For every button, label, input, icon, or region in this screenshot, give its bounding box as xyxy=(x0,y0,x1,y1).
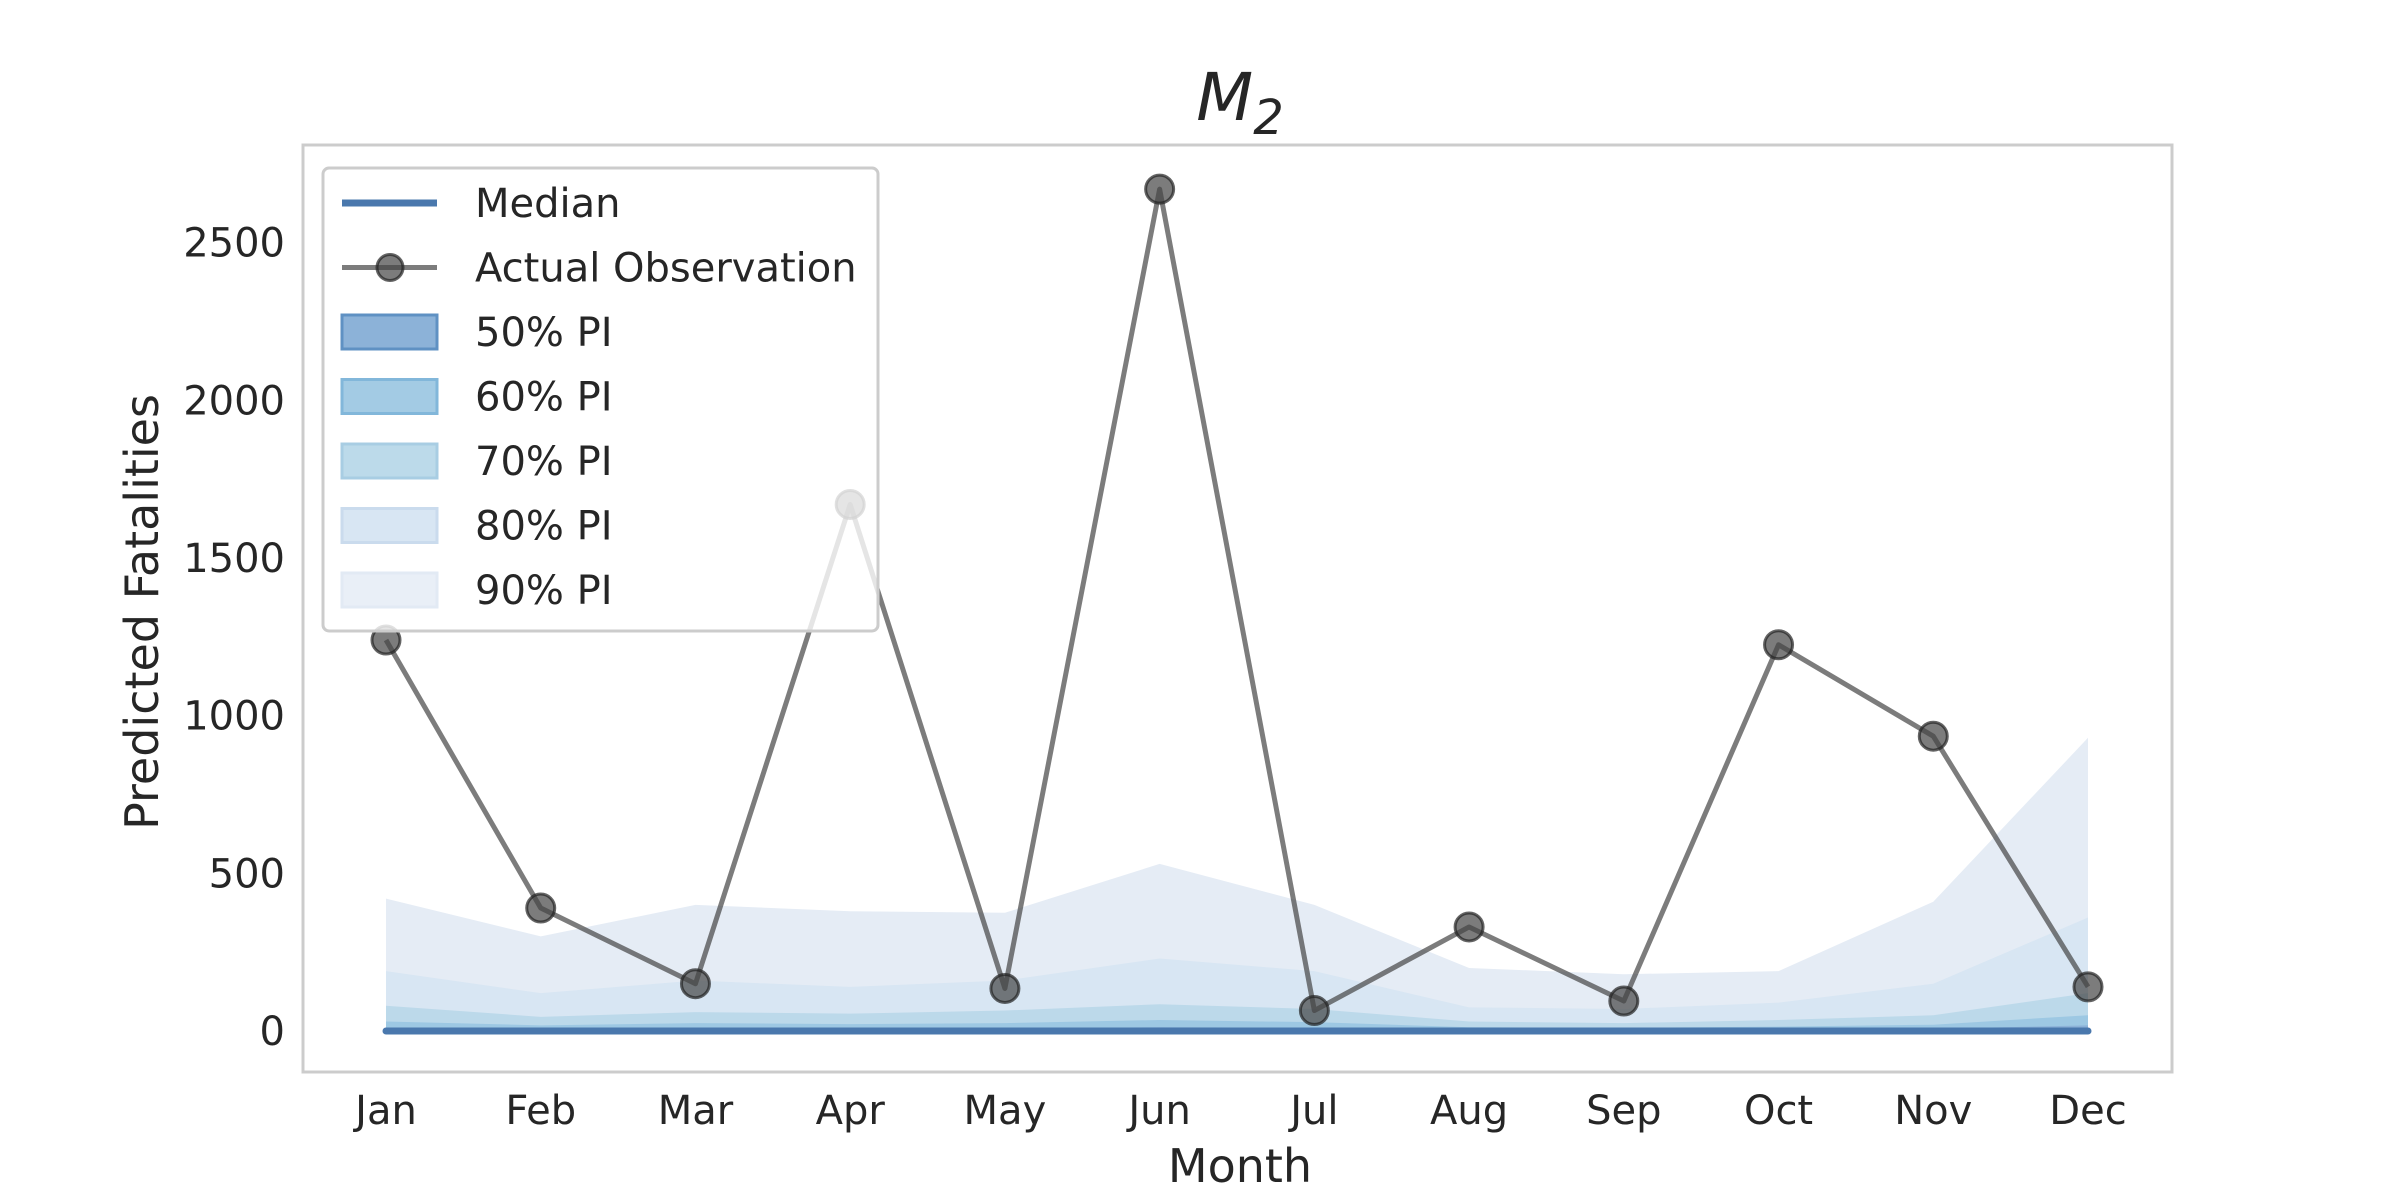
observation-point-feb xyxy=(525,892,557,924)
legend-swatch-50-pi xyxy=(340,313,439,351)
x-tick-label-jun: Jun xyxy=(1125,1088,1191,1134)
interval-band-60-pi xyxy=(386,1015,2088,1032)
chart-title-subscript: 2 xyxy=(1253,90,1284,146)
interval-band-90-pi xyxy=(386,737,2088,1032)
legend-label-60-pi: 60% PI xyxy=(475,375,613,421)
y-tick-label-2000: 2000 xyxy=(183,378,285,424)
x-tick-label-jul: Jul xyxy=(1287,1088,1338,1134)
legend-label-50-pi: 50% PI xyxy=(475,310,613,356)
observation-point-oct xyxy=(1763,629,1795,661)
y-tick-label-500: 500 xyxy=(209,851,285,897)
observation-point-dec xyxy=(2072,971,2104,1003)
interval-band-80-pi xyxy=(386,917,2088,1032)
y-tick-label-0: 0 xyxy=(260,1009,285,1055)
legend-label-median: Median xyxy=(475,181,621,227)
observation-point-sep xyxy=(1608,985,1640,1017)
legend-swatch-70-pi xyxy=(340,442,439,480)
y-tick-label-1500: 1500 xyxy=(183,536,285,582)
observation-line xyxy=(383,186,2091,1014)
observation-point-may xyxy=(989,972,1021,1004)
legend-swatch-60-pi xyxy=(340,378,439,415)
x-tick-label-aug: Aug xyxy=(1430,1088,1508,1134)
x-tick-label-feb: Feb xyxy=(505,1088,576,1134)
observation-point-aug xyxy=(1453,911,1485,943)
y-tick-label-1000: 1000 xyxy=(183,694,285,740)
legend-swatch-90-pi xyxy=(340,571,439,609)
x-tick-label-apr: Apr xyxy=(816,1088,886,1134)
legend-label-70-pi: 70% PI xyxy=(475,439,613,485)
x-tick-label-dec: Dec xyxy=(2049,1088,2126,1134)
observation-point-jul xyxy=(1298,995,1330,1027)
y-tick-label-2500: 2500 xyxy=(183,221,285,267)
chart-title-main: M xyxy=(1196,59,1253,136)
observation-point-mar xyxy=(679,968,711,1000)
x-tick-label-nov: Nov xyxy=(1894,1088,1972,1134)
x-tick-label-sep: Sep xyxy=(1586,1088,1661,1134)
x-tick-label-may: May xyxy=(964,1088,1047,1134)
x-axis-label: Month xyxy=(1168,1139,1312,1193)
x-tick-label-oct: Oct xyxy=(1744,1088,1813,1134)
interval-band-70-pi xyxy=(386,993,2088,1032)
legend-label-actual-observation: Actual Observation xyxy=(475,246,857,292)
y-axis-label: Predicted Fatalities xyxy=(115,394,169,830)
x-tick-label-jan: Jan xyxy=(352,1088,417,1134)
legend-box xyxy=(321,166,880,633)
legend: Median Actual Observation 50% PI 60% PI 70% … xyxy=(321,166,880,633)
observation-point-jun xyxy=(1144,173,1176,205)
legend-label-80-pi: 80% PI xyxy=(475,504,613,550)
x-tick-label-mar: Mar xyxy=(658,1088,734,1134)
legend-label-90-pi: 90% PI xyxy=(475,568,613,614)
legend-swatch-80-pi xyxy=(340,507,439,544)
observation-point-nov xyxy=(1917,720,1949,752)
chart-title: M2 xyxy=(1196,59,1284,146)
legend-marker-actual-observation xyxy=(375,253,405,282)
